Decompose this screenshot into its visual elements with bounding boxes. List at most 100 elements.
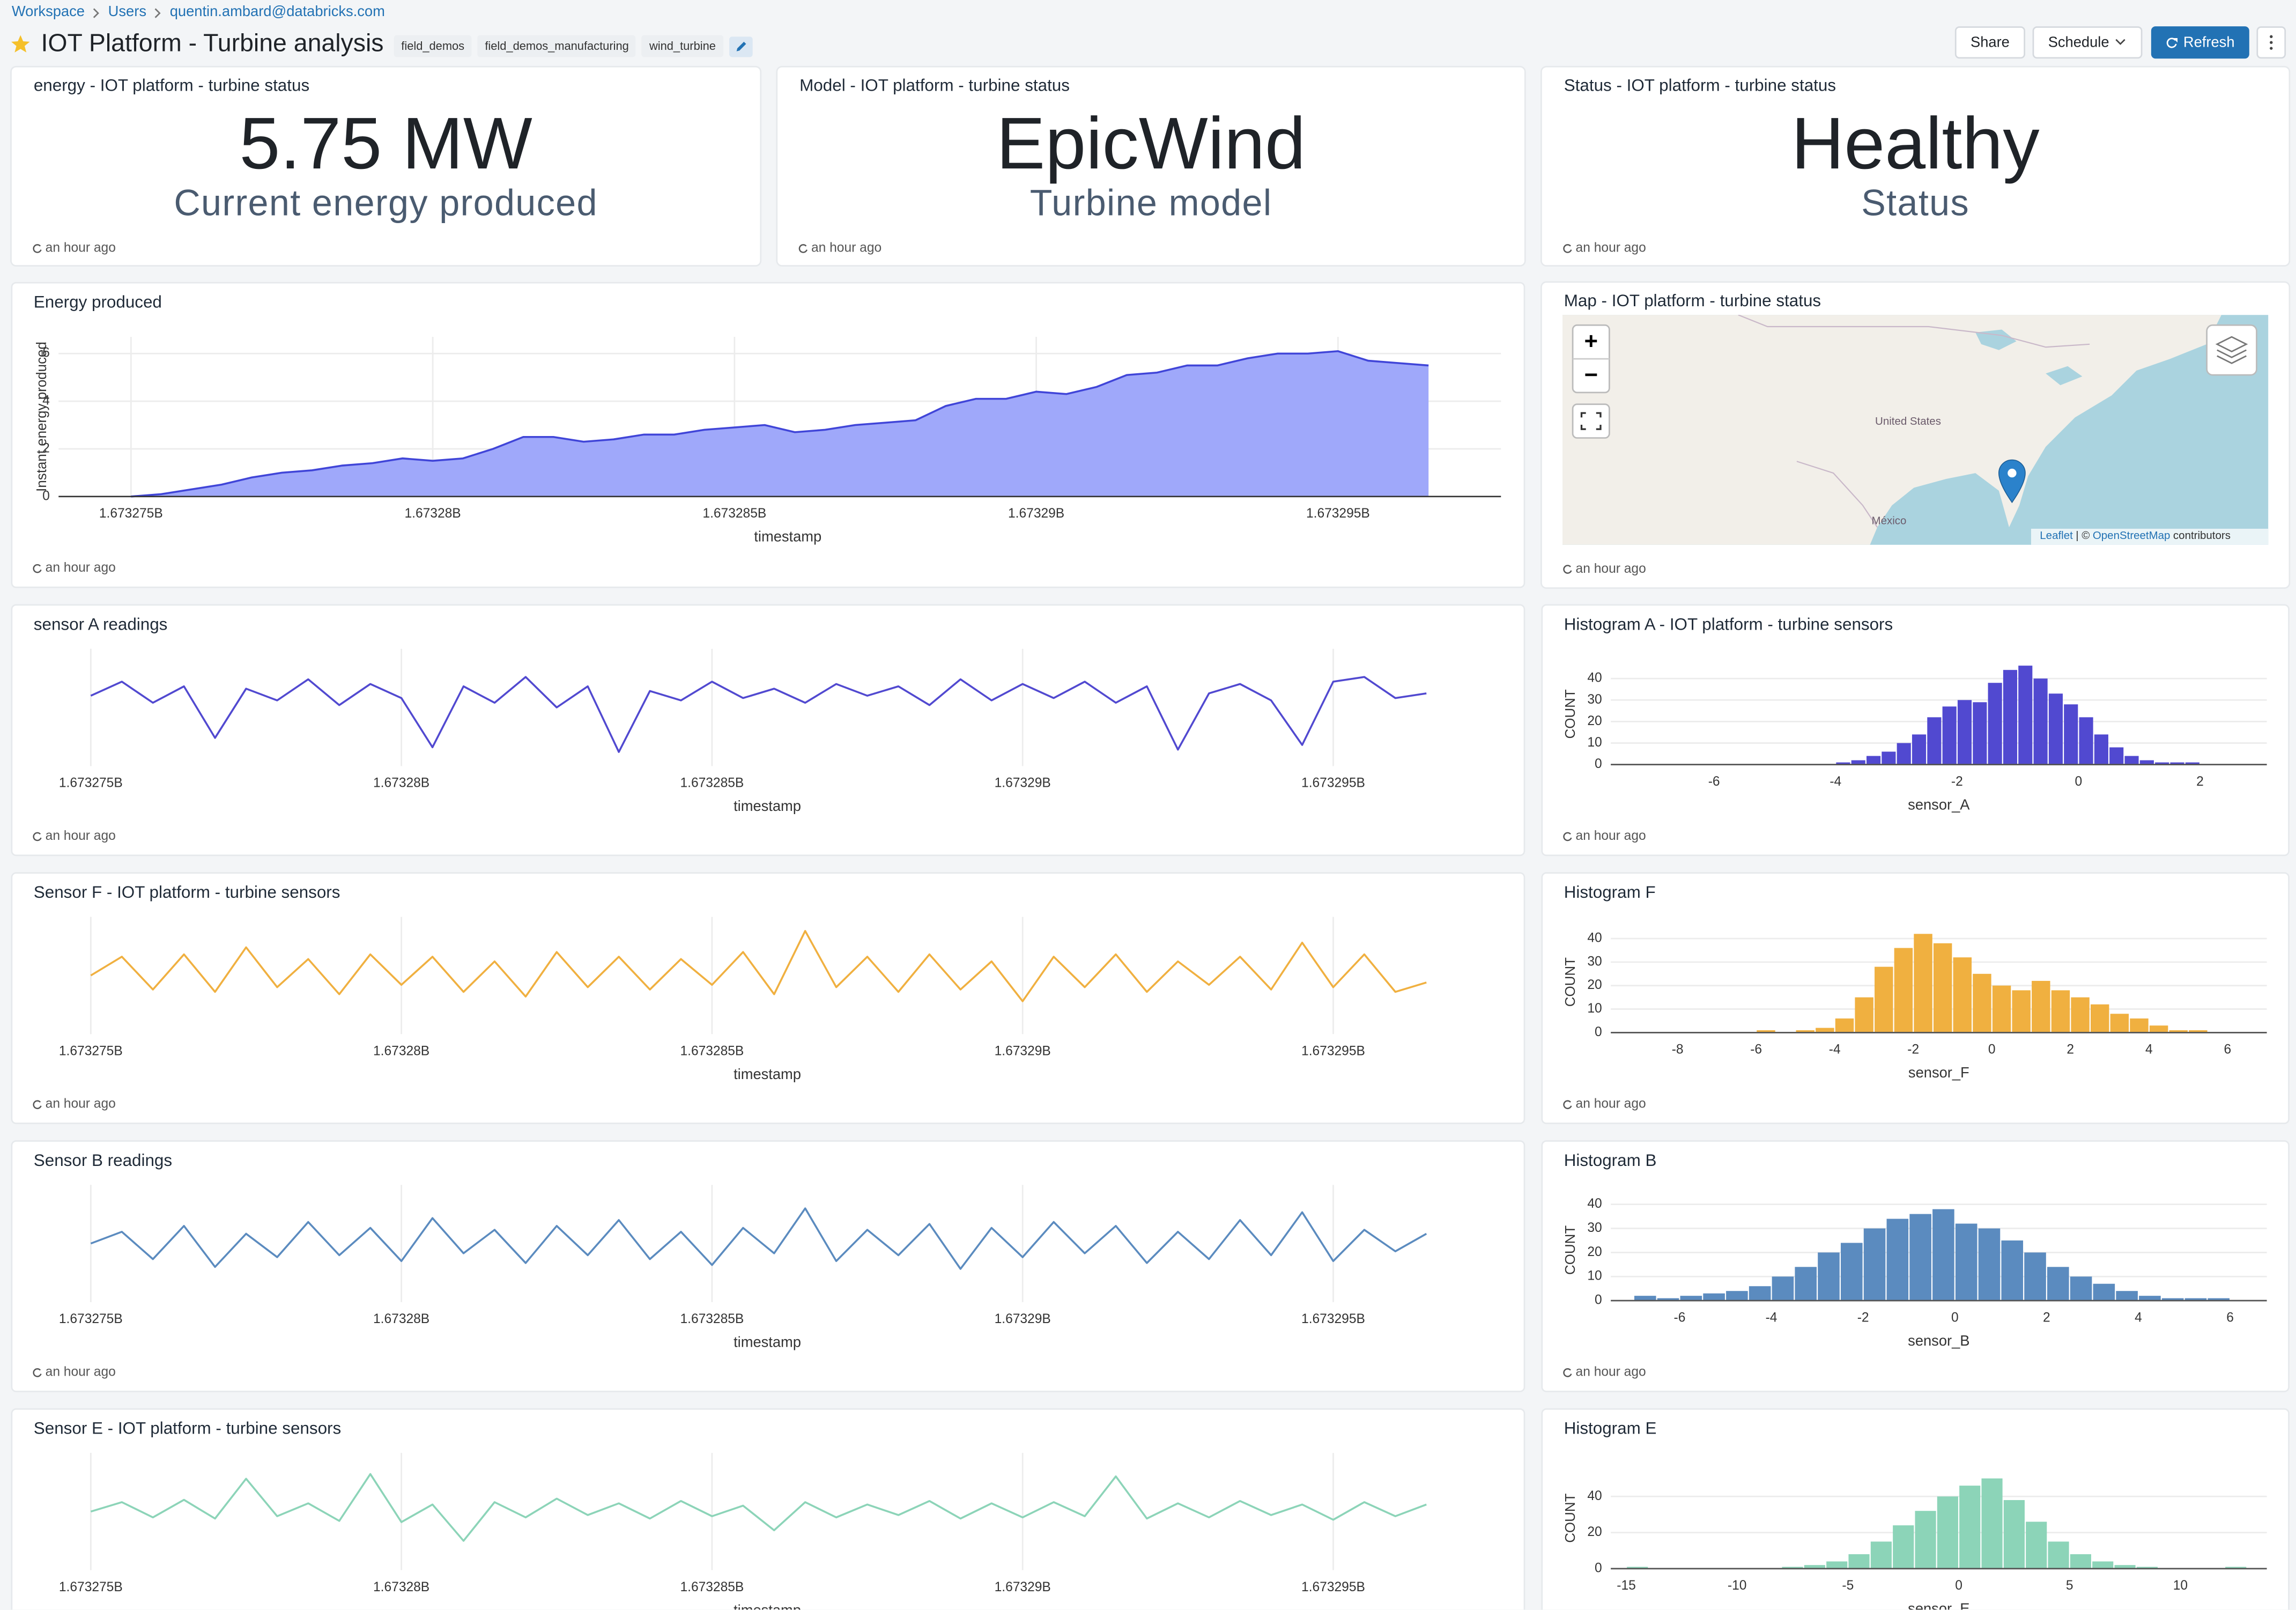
bar	[2110, 1014, 2129, 1033]
tag-list: field_demos field_demos_manufacturing wi…	[394, 35, 753, 57]
more-button[interactable]	[2256, 26, 2286, 59]
x-tick-label: 1.673285B	[680, 776, 744, 791]
zoom-in[interactable]: +	[1584, 328, 1598, 355]
bar	[1978, 1228, 2001, 1301]
bar	[1875, 966, 1893, 1033]
bar	[1757, 1030, 1775, 1033]
refresh-arc	[1563, 243, 1572, 253]
attribution-link[interactable]: OpenStreetMap	[2092, 528, 2171, 542]
bar	[2003, 670, 2018, 765]
last-updated: an hour ago	[46, 829, 116, 843]
tag[interactable]: field_demos	[394, 35, 472, 57]
refresh-button[interactable]: Refresh	[2151, 26, 2249, 59]
x-tick-label: 1.673295B	[1301, 1580, 1365, 1594]
breadcrumb-link[interactable]: Users	[108, 4, 147, 21]
y-tick-label: 0	[1595, 1293, 1602, 1308]
x-axis-label: sensor_A	[1908, 796, 1970, 813]
line	[90, 930, 1427, 1002]
bar	[2155, 762, 2169, 765]
attribution-link[interactable]: Leaflet	[2040, 528, 2073, 542]
y-tick-label: 30	[1587, 1221, 1602, 1235]
layers-button[interactable]	[2206, 324, 2257, 376]
fullscreen-icon	[1580, 412, 1602, 430]
bar	[1848, 1554, 1870, 1569]
y-tick-label: 10	[1587, 1001, 1602, 1016]
x-tick-label: 0	[1955, 1578, 1962, 1593]
bar	[1893, 1525, 1914, 1569]
refresh-icon	[1563, 564, 1572, 573]
refresh-icon	[1563, 832, 1572, 841]
panel-title: Histogram E	[1564, 1419, 1657, 1438]
bar	[2048, 1541, 2069, 1569]
attribution-text: | ©	[2076, 528, 2090, 542]
bar	[1981, 1478, 2003, 1569]
y-axis-label: COUNT	[1563, 1225, 1578, 1275]
fullscreen-button[interactable]	[1572, 403, 1610, 439]
bar	[2051, 990, 2070, 1033]
area	[131, 351, 1429, 497]
panel-title: Map - IOT platform - turbine status	[1564, 293, 1821, 311]
x-tick-label: 1.67328B	[373, 776, 429, 791]
y-tick-label: 10	[1587, 735, 1602, 750]
x-tick-label: 1.67329B	[995, 1580, 1051, 1594]
bar	[2048, 693, 2063, 765]
refresh-icon	[33, 1100, 42, 1110]
bar	[1782, 1567, 1803, 1569]
dropdown-icon	[2116, 39, 2126, 45]
x-axis-label: sensor_E	[1908, 1600, 1969, 1610]
panel	[1541, 1408, 2290, 1610]
counter-label: Turbine model	[1030, 183, 1272, 224]
line	[90, 1473, 1427, 1542]
lake	[1975, 329, 2017, 350]
y-tick-label: 0	[1595, 1025, 1602, 1039]
bar	[2170, 762, 2184, 765]
panel-title: Histogram A - IOT platform - turbine sen…	[1564, 615, 1893, 633]
bar	[2047, 1267, 2069, 1301]
breadcrumb-link[interactable]: quentin.ambard@databricks.com	[169, 4, 385, 21]
x-tick-label: 1.673295B	[1306, 506, 1370, 521]
share-button[interactable]: Share	[1954, 26, 2025, 59]
refresh-icon	[798, 243, 808, 253]
bar	[1836, 762, 1850, 765]
x-tick-label: -10	[1728, 1578, 1747, 1593]
tag[interactable]: field_demos_manufacturing	[477, 35, 636, 57]
bar	[2185, 762, 2199, 765]
bar	[1772, 1276, 1794, 1301]
y-tick-label: 0	[1595, 1561, 1602, 1575]
map[interactable]: United States México + −	[1562, 315, 2269, 545]
bar	[2130, 1018, 2149, 1033]
zoom-out[interactable]: −	[1584, 361, 1598, 388]
bar	[2032, 980, 2050, 1033]
y-tick-label: 20	[1587, 1245, 1602, 1259]
breadcrumb-link[interactable]: Workspace	[11, 4, 85, 21]
tag[interactable]: wind_turbine	[642, 35, 723, 57]
bar	[2094, 734, 2108, 765]
bar	[1863, 1228, 1886, 1301]
bar	[1955, 1223, 1977, 1301]
border	[1738, 315, 2090, 348]
x-tick-label: -4	[1766, 1310, 1777, 1325]
x-tick-label: 2	[2196, 774, 2204, 789]
map-marker[interactable]	[1998, 459, 2026, 504]
favorite-star[interactable]	[10, 34, 31, 54]
bar	[1953, 957, 1972, 1033]
panel	[1541, 604, 2290, 856]
bar	[1992, 985, 2011, 1033]
panel-title: Sensor E - IOT platform - turbine sensor…	[34, 1419, 341, 1438]
bar	[2124, 756, 2139, 765]
y-tick-label: 20	[1587, 978, 1602, 992]
bar	[2169, 1030, 2188, 1033]
bar	[1818, 1252, 1840, 1301]
y-tick-label: 40	[1587, 1489, 1602, 1503]
x-tick-label: 4	[2145, 1043, 2153, 1057]
bar	[2116, 1291, 2138, 1301]
bar	[1909, 1214, 1931, 1301]
button-label: Share	[1970, 34, 2010, 51]
schedule-button[interactable]: Schedule	[2032, 26, 2143, 59]
bar	[2149, 1025, 2168, 1033]
x-tick-label: 6	[2224, 1043, 2231, 1057]
x-tick-label: 1.673275B	[59, 1044, 123, 1058]
edit-tags[interactable]	[729, 35, 753, 57]
last-updated: an hour ago	[46, 560, 116, 575]
bar	[1826, 1561, 1848, 1569]
